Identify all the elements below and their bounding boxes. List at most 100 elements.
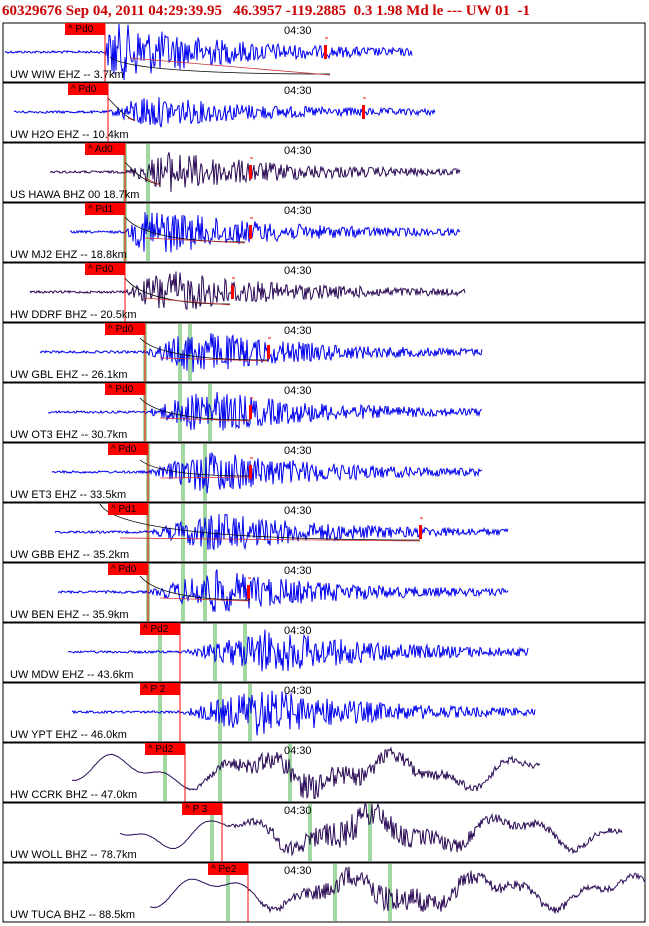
waveform-trace (57, 569, 509, 613)
phase-pick-box[interactable] (108, 503, 148, 515)
trace-row[interactable]: 04:30 ^ Pd0 HW DDRF BHZ -- 20.5km (2, 262, 646, 323)
phase-pick-box[interactable] (140, 683, 180, 695)
phase-marker (181, 504, 185, 561)
phase-marker (243, 624, 247, 681)
phase-pick-label: ^ Pd1 (88, 204, 114, 215)
phase-pick-box[interactable] (182, 803, 222, 815)
time-label: 04:30 (284, 565, 312, 577)
coda-curve (109, 56, 331, 75)
trace-row[interactable]: 04:30 ^ Pd0 UW OT3 EHZ -- 30.7km (2, 382, 646, 443)
phase-pick-label: ^ Pd0 (111, 444, 137, 455)
coda-curve (139, 575, 251, 601)
trace-row[interactable]: 04:30 ^ Ad0 US HAWA BHZ 00 18.7km (2, 142, 646, 203)
trace-frame (2, 802, 646, 863)
phase-marker (210, 804, 214, 861)
waveform-trace (71, 746, 541, 800)
phase-marker (181, 564, 185, 621)
phase-pick-label: ^ Pd0 (88, 264, 114, 275)
waveform-trace (29, 271, 466, 310)
coda-end-tick (249, 405, 252, 419)
time-label: 04:30 (284, 25, 312, 37)
phase-marker (188, 324, 192, 381)
time-label: 04:30 (284, 265, 312, 277)
trace-row[interactable]: 04:30 ^ P 3 UW WOLL BHZ -- 78.7km (2, 802, 646, 863)
station-label: UW WIW EHZ -- 3.7km (10, 69, 124, 81)
time-label: 04:30 (284, 625, 312, 637)
trace-row[interactable]: 04:30 ^ Pd1 UW GBB EHZ -- 35.2km (2, 502, 646, 563)
station-label: UW WOLL BHZ -- 78.7km (10, 849, 137, 861)
phase-pick-box[interactable] (108, 563, 148, 575)
phase-pick-box[interactable] (208, 863, 248, 875)
station-label: HW DDRF BHZ -- 20.5km (10, 309, 137, 321)
phase-pick-box[interactable] (140, 623, 180, 635)
coda-fit-line (127, 117, 136, 122)
trace-row[interactable]: 04:30 ^ Pe2 UW TUCA BHZ -- 88.5km (2, 862, 646, 923)
station-label: UW MDW EHZ -- 43.6km (10, 669, 133, 681)
waveform-trace (54, 513, 509, 551)
phase-marker (248, 684, 252, 741)
phase-pick-box[interactable] (105, 323, 145, 335)
phase-pick-label: ^ P 3 (185, 804, 208, 815)
phase-marker (146, 204, 150, 261)
phase-marker (213, 624, 217, 681)
time-label: 04:30 (284, 745, 312, 757)
phase-marker (163, 744, 167, 801)
station-label: US HAWA BHZ 00 18.7km (10, 189, 139, 201)
phase-pick-box[interactable] (145, 743, 185, 755)
time-label: 04:30 (284, 205, 312, 217)
coda-fit-line (159, 476, 251, 479)
coda-curve (139, 459, 251, 477)
waveform-trace (51, 451, 483, 494)
coda-end-tick (249, 225, 252, 239)
phase-pick-box[interactable] (85, 203, 125, 215)
time-label: 04:30 (284, 325, 312, 337)
waveform-trace (71, 690, 536, 736)
phase-marker (333, 864, 337, 921)
waveform-trace (49, 152, 461, 192)
phase-pick-label: ^ Pd0 (108, 324, 134, 335)
trace-row[interactable]: 04:30 ^ Pd0 UW WIW EHZ -- 3.7km (2, 22, 646, 83)
seismogram-panel: 04:30 ^ Pd0 UW WIW EHZ -- 3.7km 04:30 ^ Pd0 U… (2, 22, 646, 923)
station-label: UW OT3 EHZ -- 30.7km (10, 429, 127, 441)
waveform-trace (70, 212, 461, 253)
trace-row[interactable]: 04:30 ^ Pd0 UW BEN EHZ -- 35.9km (2, 562, 646, 623)
phase-pick-box[interactable] (105, 383, 145, 395)
phase-pick-box[interactable] (108, 443, 148, 455)
trace-row[interactable]: 04:30 ^ Pd2 HW CCRK BHZ -- 47.0km (2, 742, 646, 803)
phase-marker (218, 744, 222, 801)
time-label: 04:30 (284, 385, 312, 397)
coda-end-tick (324, 45, 327, 59)
trace-row[interactable]: 04:30 ^ Pd0 UW H2O EHZ -- 10.4km (2, 82, 646, 143)
phase-pick-box[interactable] (85, 263, 125, 275)
trace-row[interactable]: 04:30 ^ Pd0 UW GBL EHZ -- 26.1km (2, 322, 646, 383)
time-label: 04:30 (284, 85, 312, 97)
coda-curve (139, 337, 269, 361)
time-label: 04:30 (284, 145, 312, 157)
station-label: UW GBB EHZ -- 35.2km (10, 549, 129, 561)
time-label: 04:30 (284, 685, 312, 697)
waveform-trace (119, 803, 623, 857)
phase-marker (226, 864, 230, 921)
phase-pick-box[interactable] (85, 143, 125, 155)
coda-end-tick (249, 165, 252, 179)
phase-pick-label: ^ Pd1 (111, 504, 137, 515)
trace-row[interactable]: 04:30 ^ Pd0 UW ET3 EHZ -- 33.5km (2, 442, 646, 503)
waveform-trace (4, 23, 413, 81)
phase-pick-label: ^ Pd0 (71, 84, 97, 95)
station-label: UW TUCA BHZ -- 88.5km (10, 909, 135, 921)
station-label: UW H2O EHZ -- 10.4km (10, 129, 129, 141)
trace-row[interactable]: 04:30 ^ P 2 UW YPT EHZ -- 46.0km (2, 682, 646, 743)
station-label: UW MJ2 EHZ -- 18.8km (10, 249, 127, 261)
coda-fit-line (119, 537, 421, 542)
phase-pick-box[interactable] (65, 23, 105, 35)
time-label: 04:30 (284, 805, 312, 817)
coda-fit-line (144, 237, 246, 244)
phase-pick-box[interactable] (68, 83, 108, 95)
trace-row[interactable]: 04:30 ^ Pd1 UW MJ2 EHZ -- 18.8km (2, 202, 646, 263)
phase-pick-label: ^ Pd0 (108, 384, 134, 395)
waveform-trace (47, 392, 483, 431)
trace-row[interactable]: 04:30 ^ Pd2 UW MDW EHZ -- 43.6km (2, 622, 646, 683)
phase-pick-label: ^ Pd2 (143, 624, 169, 635)
phase-pick-label: ^ Pd0 (111, 564, 137, 575)
coda-fit-line (159, 597, 251, 602)
